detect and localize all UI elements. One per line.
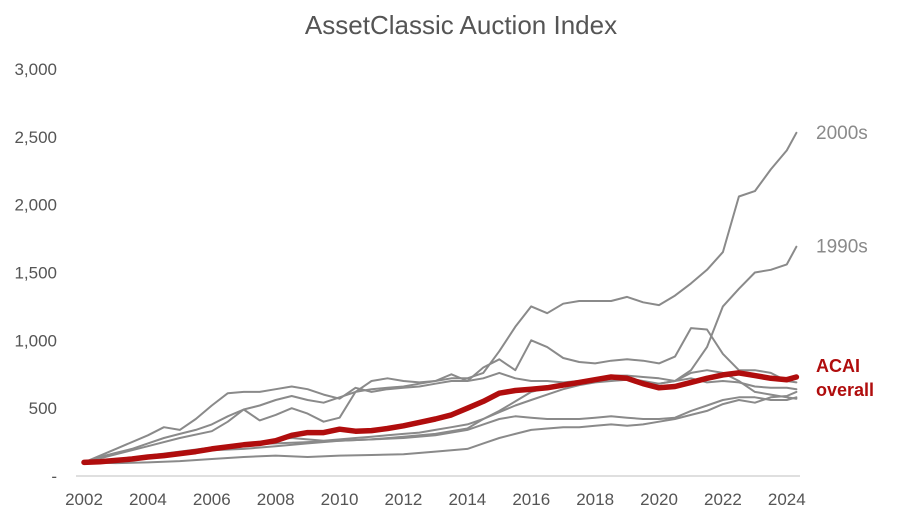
y-tick-label: 1,000 xyxy=(14,331,57,350)
x-tick-label: 2022 xyxy=(704,490,742,509)
chart-title: AssetClassic Auction Index xyxy=(304,10,618,40)
x-tick-label: 2010 xyxy=(321,490,359,509)
x-tick-label: 2014 xyxy=(448,490,486,509)
axis-layer: - 500 1,000 1,500 2,000 2,500 3,000 2002 2004 200… xyxy=(14,60,805,509)
series-label-acai-overall-line1: ACAI xyxy=(816,356,860,376)
x-tick-label: 2004 xyxy=(129,490,167,509)
y-tick-label: - xyxy=(51,467,57,486)
y-tick-label: 1,500 xyxy=(14,264,57,283)
x-tick-label: 2006 xyxy=(193,490,231,509)
x-tick-label: 2024 xyxy=(768,490,806,509)
series-line-1960s xyxy=(83,396,798,464)
series-label-2000s: 2000s xyxy=(816,123,868,144)
y-tick-label: 3,000 xyxy=(14,60,57,79)
y-tick-label: 2,500 xyxy=(14,128,57,147)
series-label-1990s: 1990s xyxy=(816,237,868,258)
x-tick-label: 2008 xyxy=(257,490,295,509)
x-tick-label: 2002 xyxy=(65,490,103,509)
x-tick-label: 2016 xyxy=(512,490,550,509)
series-line-1990s xyxy=(83,245,798,464)
series-label-acai-overall-line2: overall xyxy=(816,380,874,400)
series-layer xyxy=(81,131,800,466)
y-tick-label: 500 xyxy=(29,399,57,418)
series-label-layer: 2000s 1990s ACAI overall xyxy=(816,123,874,400)
x-tick-label: 2020 xyxy=(640,490,678,509)
x-tick-label: 2012 xyxy=(385,490,423,509)
series-line-1950s xyxy=(83,390,798,465)
series-line-1980s xyxy=(83,327,798,464)
series-line-1970s xyxy=(83,371,798,464)
series-line-acai-overall xyxy=(81,370,800,466)
y-tick-label: 2,000 xyxy=(14,196,57,215)
series-line-2000s xyxy=(83,131,798,464)
x-tick-label: 2018 xyxy=(576,490,614,509)
